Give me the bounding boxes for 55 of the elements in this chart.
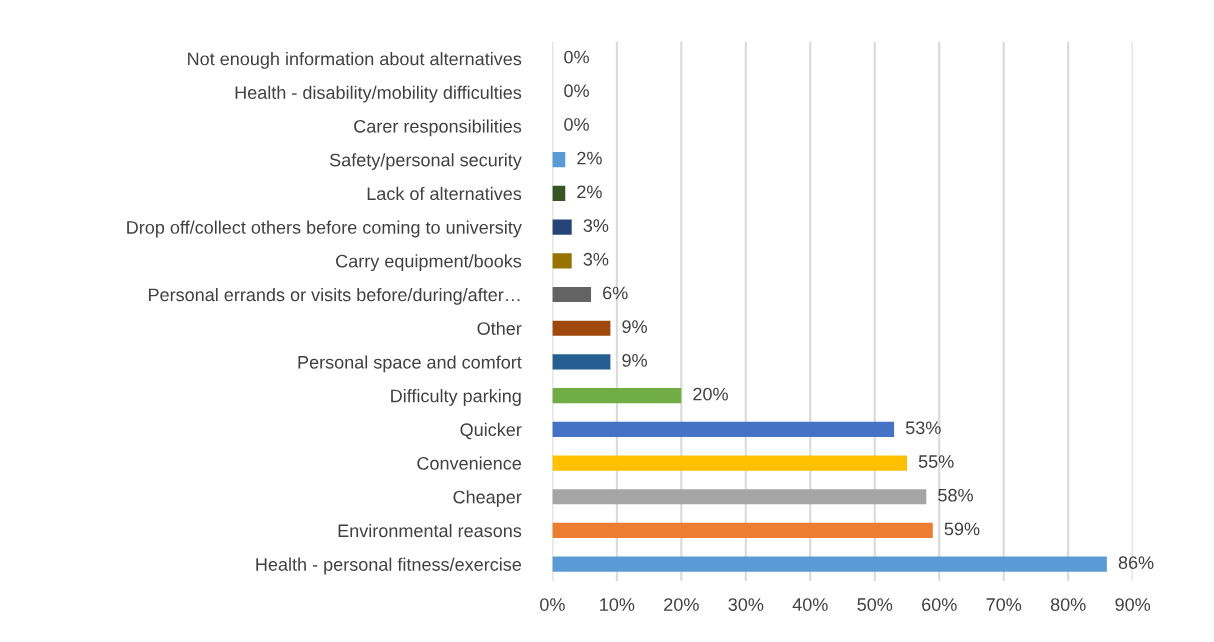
bar (552, 185, 566, 201)
data-label: 9% (622, 353, 647, 367)
data-label: 2% (577, 185, 602, 199)
bar (552, 489, 927, 505)
y-tick-label: Health - personal fitness/exercise (256, 557, 522, 575)
y-tick-label: Personal space and comfort (298, 355, 522, 373)
y-tick-label: Safety/personal security (329, 153, 522, 170)
x-tick-label: 80% (1050, 598, 1086, 611)
bar (552, 253, 572, 269)
x-tick-label: 60% (922, 598, 957, 611)
data-label: 3% (583, 219, 609, 232)
y-tick-label: Not enough information about alternatives (188, 52, 522, 69)
x-tick-label: 0% (540, 598, 565, 611)
y-tick-label: Carer responsibilities (354, 119, 522, 137)
bar (552, 354, 611, 370)
y-tick-label: Carry equipment/books (336, 254, 522, 272)
data-label: 59% (944, 522, 980, 536)
x-tick-label: 90% (1115, 598, 1151, 611)
bar (552, 421, 895, 437)
y-tick-label: Health - disability/mobility difficulties (235, 85, 522, 103)
x-tick-label: 30% (728, 598, 764, 611)
y-tick-label: Lack of alternatives (367, 186, 522, 201)
data-label: 3% (583, 252, 609, 266)
y-tick-label: Other (477, 321, 522, 335)
bar (552, 522, 933, 539)
bar (552, 556, 1107, 572)
bar (552, 286, 592, 303)
data-label: 53% (905, 421, 941, 435)
x-tick-label: 20% (664, 598, 699, 611)
x-tick-label: 10% (600, 598, 635, 611)
data-label: 86% (1118, 556, 1154, 569)
x-tick-label: 40% (792, 598, 828, 611)
x-tick-label: 70% (986, 598, 1022, 611)
y-tick-label: Convenience (417, 456, 522, 470)
data-label: 6% (603, 286, 628, 300)
y-tick-label: Personal errands or visits before/during/after… (149, 287, 520, 305)
bar (552, 152, 566, 168)
bar (552, 388, 682, 404)
data-label: 0% (564, 50, 589, 64)
x-tick-label: 50% (857, 598, 893, 611)
y-tick-label: Drop off/collect others before coming to university (127, 220, 522, 238)
data-label: 20% (693, 387, 728, 401)
data-label: 55% (918, 455, 954, 468)
y-tick-label: Environmental reasons (338, 523, 522, 538)
data-label: 9% (622, 320, 647, 334)
data-label: 0% (564, 118, 589, 131)
y-tick-label: Quicker (460, 422, 522, 440)
y-tick-label: Difficulty parking (391, 389, 521, 406)
bar (552, 219, 572, 235)
data-label: 58% (938, 488, 973, 502)
bar (552, 320, 611, 336)
y-tick-label: Cheaper (453, 490, 522, 508)
data-label: 0% (564, 84, 589, 98)
bar (552, 455, 907, 471)
data-label: 2% (577, 151, 602, 165)
